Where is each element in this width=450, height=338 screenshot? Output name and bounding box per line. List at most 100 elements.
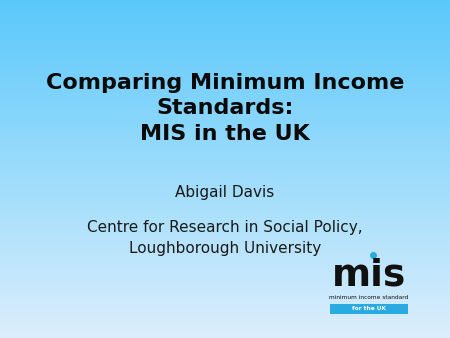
Bar (0, 169, 450, 171)
Bar (0, 242, 450, 243)
Bar (0, 123, 450, 125)
Bar (0, 284, 450, 286)
Bar (0, 79, 450, 81)
Bar (0, 95, 450, 96)
Bar (0, 286, 450, 287)
Bar (0, 7, 450, 8)
Bar (0, 105, 450, 106)
Bar (0, 193, 450, 194)
Bar (0, 259, 450, 260)
Bar (0, 166, 450, 167)
Bar (0, 179, 450, 181)
Bar (0, 8, 450, 10)
Bar (329, 304, 408, 314)
Bar (0, 262, 450, 264)
Bar (0, 14, 450, 15)
Bar (0, 5, 450, 7)
Bar (0, 37, 450, 39)
Bar (0, 260, 450, 262)
Bar (0, 250, 450, 252)
Bar (0, 27, 450, 29)
Bar (0, 145, 450, 147)
Bar (0, 237, 450, 238)
Bar (0, 71, 450, 73)
Bar (0, 59, 450, 61)
Bar (0, 161, 450, 162)
Bar (0, 183, 450, 184)
Bar (0, 84, 450, 86)
Bar (0, 228, 450, 230)
Bar (0, 226, 450, 228)
Bar (0, 32, 450, 34)
Bar (0, 66, 450, 68)
Bar (0, 191, 450, 193)
Bar (0, 314, 450, 316)
Bar (0, 232, 450, 233)
Bar (0, 128, 450, 130)
Bar (0, 49, 450, 51)
Bar (0, 98, 450, 100)
Bar (0, 78, 450, 79)
Bar (0, 25, 450, 27)
Bar (0, 318, 450, 319)
Bar (0, 90, 450, 91)
Bar (0, 152, 450, 154)
Bar (0, 118, 450, 120)
Bar (0, 221, 450, 223)
Bar (0, 279, 450, 281)
Bar (0, 199, 450, 201)
Bar (0, 216, 450, 218)
Bar (0, 57, 450, 59)
Bar (0, 22, 450, 24)
Bar (0, 252, 450, 254)
Bar (0, 44, 450, 46)
Bar (0, 61, 450, 63)
Bar (0, 282, 450, 284)
Bar (0, 233, 450, 235)
Bar (0, 223, 450, 225)
Bar (0, 137, 450, 139)
Bar (0, 210, 450, 211)
Bar (0, 93, 450, 95)
Bar (0, 54, 450, 56)
Bar (0, 277, 450, 279)
Bar (0, 69, 450, 71)
Bar (0, 64, 450, 66)
Bar (0, 181, 450, 183)
Bar (0, 208, 450, 210)
Bar (0, 132, 450, 134)
Bar (0, 254, 450, 255)
Bar (0, 122, 450, 123)
Bar (0, 81, 450, 83)
Bar (0, 331, 450, 333)
Bar (0, 144, 450, 145)
Bar (0, 120, 450, 122)
Bar (0, 17, 450, 19)
Bar (0, 177, 450, 179)
Bar (0, 269, 450, 270)
Bar (0, 304, 450, 306)
Bar (0, 51, 450, 52)
Bar (0, 56, 450, 57)
Bar (0, 103, 450, 105)
Bar (0, 255, 450, 257)
Bar (0, 204, 450, 206)
Bar (0, 248, 450, 250)
Bar (0, 76, 450, 78)
Bar (0, 235, 450, 237)
Bar (0, 117, 450, 118)
Bar (0, 306, 450, 308)
Bar (0, 139, 450, 140)
Bar (0, 324, 450, 326)
Bar (0, 247, 450, 248)
Bar (0, 328, 450, 330)
Text: for the UK: for the UK (352, 307, 386, 311)
Bar (0, 289, 450, 291)
Bar (0, 74, 450, 76)
Bar (0, 134, 450, 135)
Bar (0, 115, 450, 117)
Bar (0, 336, 450, 338)
Bar (0, 149, 450, 150)
Bar (0, 274, 450, 275)
Bar (0, 264, 450, 265)
